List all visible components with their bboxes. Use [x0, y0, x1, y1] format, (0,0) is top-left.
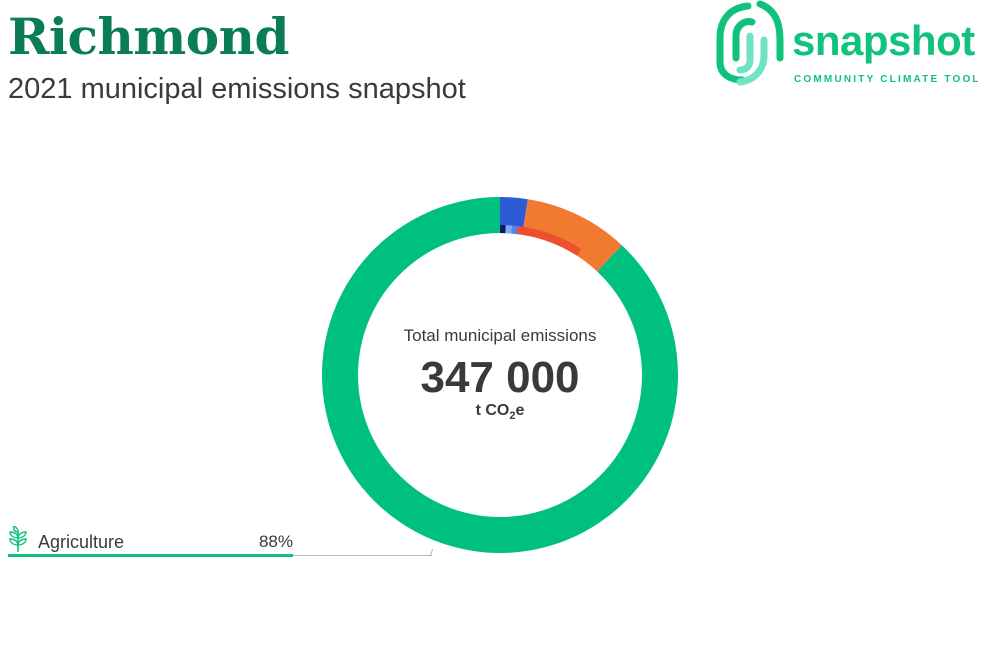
fingerprint-logo-icon [716, 0, 784, 86]
donut-center-label: Total municipal emissions [403, 326, 597, 345]
inner-slice-0[interactable] [500, 225, 506, 234]
inner-slice-3[interactable] [516, 226, 582, 256]
brand-logo: snapshot COMMUNITY CLIMATE TOOL [710, 0, 1000, 90]
unit-prefix: t CO [475, 402, 510, 419]
unit-suffix: e [515, 402, 525, 419]
donut-center-value: 347 000 [420, 353, 580, 402]
donut-center-unit: t CO2e [350, 402, 650, 422]
brand-name: snapshot [792, 17, 975, 64]
callout-label: Agriculture [38, 532, 125, 552]
page-subtitle: 2021 municipal emissions snapshot [8, 73, 466, 105]
wheat-icon [9, 526, 27, 552]
unit-subscript: 2 [509, 410, 516, 423]
inner-slice-2[interactable] [511, 225, 518, 235]
inner-slice-1[interactable] [505, 225, 513, 234]
agriculture-callout[interactable]: Agriculture 88% [8, 526, 448, 566]
outer-slice-2[interactable] [522, 199, 622, 272]
callout-fill-bar [8, 554, 293, 557]
page-title: Richmond [8, 7, 289, 66]
callout-percent: 88% [258, 532, 293, 551]
brand-tagline: COMMUNITY CLIMATE TOOL [794, 74, 981, 85]
